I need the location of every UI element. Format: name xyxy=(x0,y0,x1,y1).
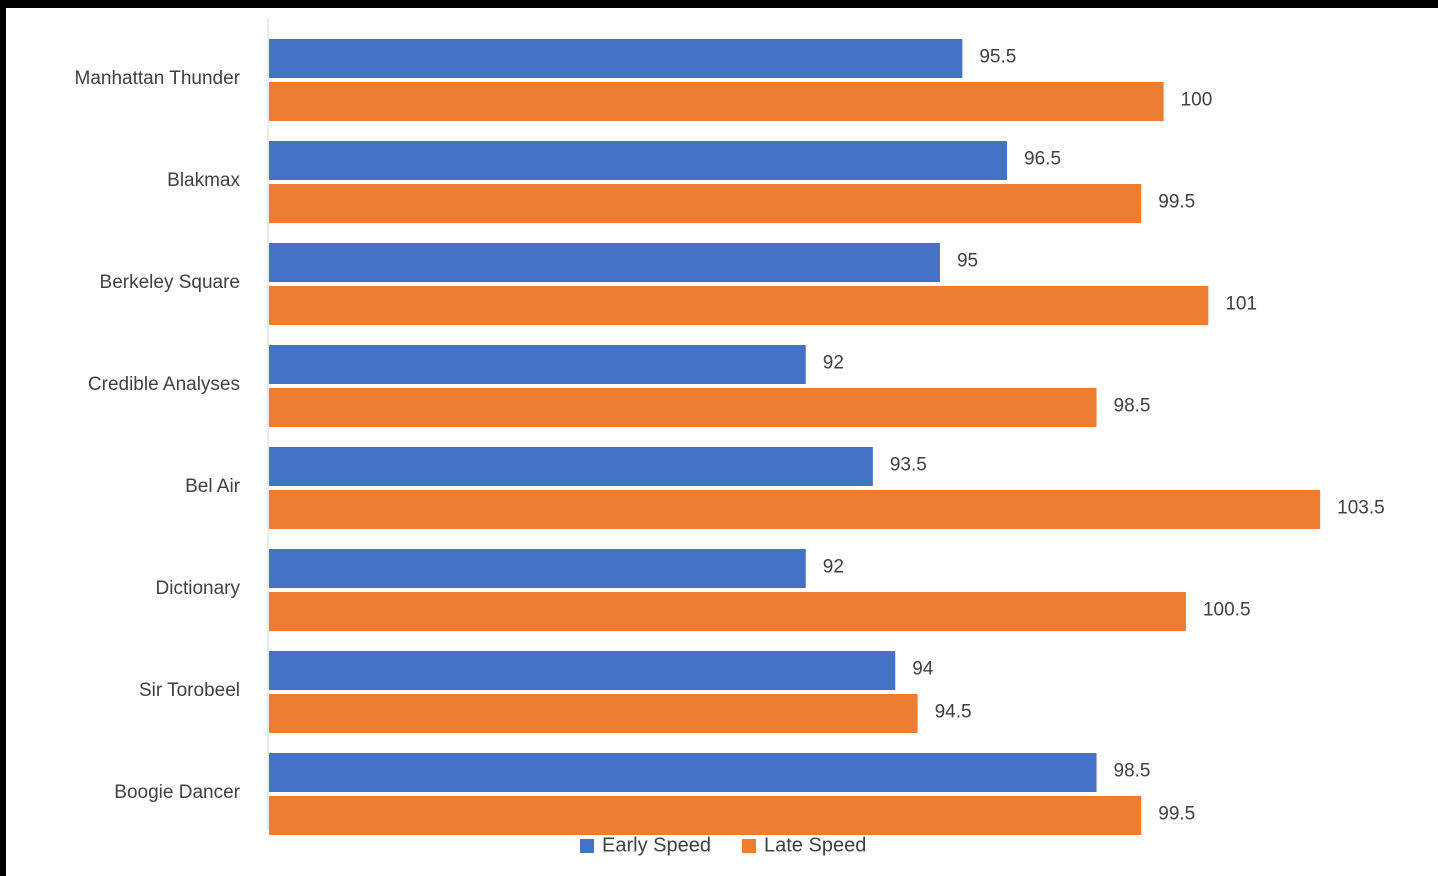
category-labels: Manhattan Thunder Blakmax Berkeley Square C… xyxy=(75,68,241,803)
legend-label-early: Early Speed xyxy=(602,834,711,856)
category-label: Sir Torobeel xyxy=(139,680,240,701)
category-label: Blakmax xyxy=(167,170,240,191)
data-label: 100.5 xyxy=(1203,600,1251,621)
late-speed-bar xyxy=(269,184,1142,223)
legend-swatch-late xyxy=(742,839,756,853)
late-speed-bar xyxy=(269,82,1164,121)
data-label: 101 xyxy=(1225,294,1257,315)
data-label: 98.5 xyxy=(1114,396,1151,417)
bars-group xyxy=(269,39,1321,835)
data-label: 99.5 xyxy=(1158,192,1195,213)
early-speed-bar xyxy=(269,141,1008,180)
category-label: Credible Analyses xyxy=(88,374,240,395)
legend-label-late: Late Speed xyxy=(764,834,866,856)
legend: Early Speed Late Speed xyxy=(580,834,866,856)
category-label: Manhattan Thunder xyxy=(75,68,241,89)
category-label: Berkeley Square xyxy=(100,272,240,293)
data-label: 92 xyxy=(823,353,844,374)
data-label: 95 xyxy=(957,251,978,272)
data-label: 94.5 xyxy=(935,702,972,723)
data-label: 98.5 xyxy=(1114,761,1151,782)
chart-area: Manhattan Thunder Blakmax Berkeley Square C… xyxy=(6,8,1438,876)
early-speed-bar xyxy=(269,753,1097,792)
early-speed-bar xyxy=(269,549,806,588)
early-speed-bar xyxy=(269,39,963,78)
data-label: 100 xyxy=(1181,90,1213,111)
late-speed-bar xyxy=(269,694,918,733)
data-label: 103.5 xyxy=(1337,498,1385,519)
late-speed-bar xyxy=(269,388,1097,427)
legend-swatch-early xyxy=(580,839,594,853)
category-label: Dictionary xyxy=(156,578,241,599)
late-speed-bar xyxy=(269,490,1321,529)
late-speed-bar xyxy=(269,796,1142,835)
data-label: 94 xyxy=(912,659,934,680)
bar-chart: Manhattan Thunder Blakmax Berkeley Square C… xyxy=(75,18,1385,856)
data-label: 92 xyxy=(823,557,844,578)
late-speed-bar xyxy=(269,592,1186,631)
data-label: 93.5 xyxy=(890,455,927,476)
category-label: Boogie Dancer xyxy=(114,782,240,803)
early-speed-bar xyxy=(269,243,940,282)
value-labels: 95.5 100 96.5 99.5 95 101 92 98.5 93.5 103.5 92 100… xyxy=(823,47,1385,825)
data-label: 95.5 xyxy=(979,47,1016,68)
late-speed-bar xyxy=(269,286,1209,325)
early-speed-bar xyxy=(269,345,806,384)
data-label: 96.5 xyxy=(1024,149,1061,170)
data-label: 99.5 xyxy=(1158,804,1195,825)
category-label: Bel Air xyxy=(185,476,241,497)
early-speed-bar xyxy=(269,651,896,690)
early-speed-bar xyxy=(269,447,873,486)
